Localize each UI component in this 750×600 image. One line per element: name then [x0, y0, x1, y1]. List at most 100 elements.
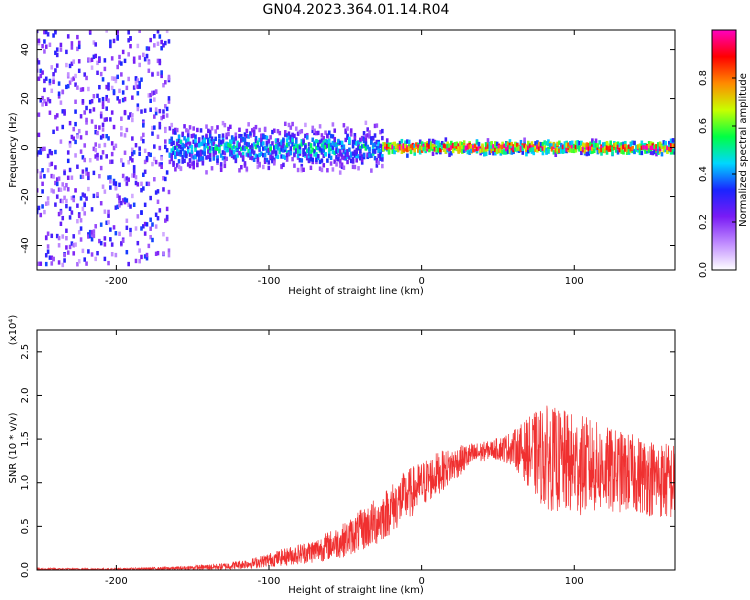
- spectrogram-cell: [92, 107, 96, 112]
- spectrogram-cell: [43, 146, 46, 152]
- x-tick-label: 0: [418, 276, 424, 287]
- spectrogram-cell: [140, 188, 143, 193]
- spectrogram-cell: [105, 117, 108, 122]
- spectrogram-cell: [285, 142, 289, 148]
- spectrogram-cell: [142, 224, 145, 229]
- spectrogram-cell: [515, 146, 519, 152]
- spectrogram-cell: [459, 148, 462, 153]
- spectrogram-cell: [488, 141, 492, 147]
- spectrogram-cell: [230, 145, 234, 151]
- spectrogram-cell: [541, 141, 545, 147]
- spectrogram-cell: [598, 140, 601, 145]
- spectrogram-cell: [54, 30, 57, 35]
- spectrogram-cell: [428, 138, 431, 144]
- spectrogram-cell: [194, 138, 197, 143]
- spectrogram-cell: [262, 141, 265, 146]
- spectrogram-cell: [223, 150, 227, 156]
- spectrogram-cell: [125, 127, 129, 133]
- spectrogram-cell: [72, 136, 76, 141]
- spectrogram-cell: [245, 166, 249, 171]
- spectrogram-cell: [81, 174, 85, 179]
- spectrogram-cell: [120, 200, 123, 206]
- spectrogram-cell: [65, 182, 68, 188]
- spectrogram-cell: [98, 57, 101, 63]
- spectrogram-cell: [212, 141, 216, 146]
- spectrogram-cell: [375, 139, 379, 145]
- spectrogram-cell: [85, 117, 88, 123]
- spectrogram-cell: [644, 145, 647, 150]
- spectrogram-cell: [265, 148, 269, 153]
- spectrogram-cell: [121, 162, 125, 167]
- spectrogram-cell: [589, 141, 592, 146]
- spectrogram-cell: [360, 154, 364, 159]
- spectrogram-cell: [59, 210, 63, 215]
- spectrogram-cell: [107, 209, 110, 215]
- spectrogram-cell: [138, 62, 141, 68]
- spectrogram-cell: [335, 162, 338, 167]
- spectrogram-cell: [151, 91, 154, 96]
- spectrogram-cell: [234, 136, 238, 141]
- spectrogram-cell: [294, 139, 298, 144]
- spectrogram-cell: [243, 163, 247, 168]
- spectrogram-cell: [373, 133, 377, 138]
- spectrogram-cell: [232, 137, 236, 142]
- spectrogram-cell: [232, 139, 236, 145]
- spectrogram-cell: [398, 145, 402, 151]
- spectrogram-cell: [362, 143, 366, 149]
- spectrogram-cell: [662, 147, 666, 153]
- spectrogram-cell: [207, 146, 210, 151]
- spectrogram-cell: [185, 138, 188, 143]
- spectrogram-cell: [90, 230, 94, 235]
- spectrogram-cell: [398, 140, 402, 146]
- spectrogram-cell: [300, 139, 304, 144]
- spectrogram-cell: [186, 162, 190, 167]
- spectrogram-cell: [624, 143, 627, 149]
- spectrogram-cell: [39, 150, 43, 155]
- spectrogram-cell: [338, 170, 342, 175]
- spectrogram-cell: [315, 157, 318, 163]
- spectrogram-cell: [393, 145, 396, 150]
- y-tick-label: 0.0: [20, 562, 31, 578]
- spectrogram-cell: [92, 40, 96, 45]
- spectrogram-cell: [646, 149, 649, 154]
- spectrogram-cell: [506, 149, 510, 154]
- spectrogram-cell: [326, 133, 329, 139]
- spectrogram-cell: [160, 39, 163, 45]
- spectrogram-cell: [174, 130, 177, 135]
- spectrogram-cell: [400, 149, 404, 154]
- spectrogram-cell: [76, 85, 79, 90]
- spectrogram-cell: [46, 244, 50, 249]
- spectrogram-cell: [346, 126, 349, 131]
- spectrogram-cell: [567, 142, 570, 147]
- spectrogram-cell: [291, 138, 294, 144]
- spectrogram-cell: [370, 140, 373, 145]
- spectrogram-cell: [448, 143, 451, 148]
- spectrogram-cell: [110, 85, 114, 91]
- spectrogram-cell: [170, 156, 174, 162]
- spectrogram-cell: [346, 152, 349, 158]
- spectrogram-cell: [87, 171, 90, 177]
- spectrogram-cell: [77, 213, 81, 219]
- spectrogram-cell: [282, 154, 285, 159]
- spectrogram-cell: [387, 142, 391, 147]
- spectrogram-cell: [114, 78, 118, 84]
- spectrogram-cell: [316, 145, 320, 151]
- spectrogram-cell: [147, 60, 151, 65]
- spectrogram-cell: [79, 135, 83, 140]
- spectrogram-cell: [219, 167, 223, 173]
- spectrogram-cell: [59, 47, 63, 52]
- spectrogram-cell: [125, 176, 129, 181]
- spectrogram-cell: [431, 138, 435, 144]
- spectrogram-cell: [326, 139, 329, 144]
- spectrogram-cell: [655, 151, 658, 157]
- spectrogram-cell: [649, 141, 653, 146]
- spectrogram-cell: [415, 142, 418, 147]
- spectrogram-cell: [153, 125, 156, 130]
- spectrogram-cell: [572, 148, 576, 154]
- spectrogram-cell: [300, 158, 304, 163]
- spectrogram-cell: [490, 141, 493, 146]
- spectrogram-cell: [105, 154, 108, 159]
- spectrogram-cell: [116, 204, 119, 210]
- spectrogram-cell: [118, 60, 121, 65]
